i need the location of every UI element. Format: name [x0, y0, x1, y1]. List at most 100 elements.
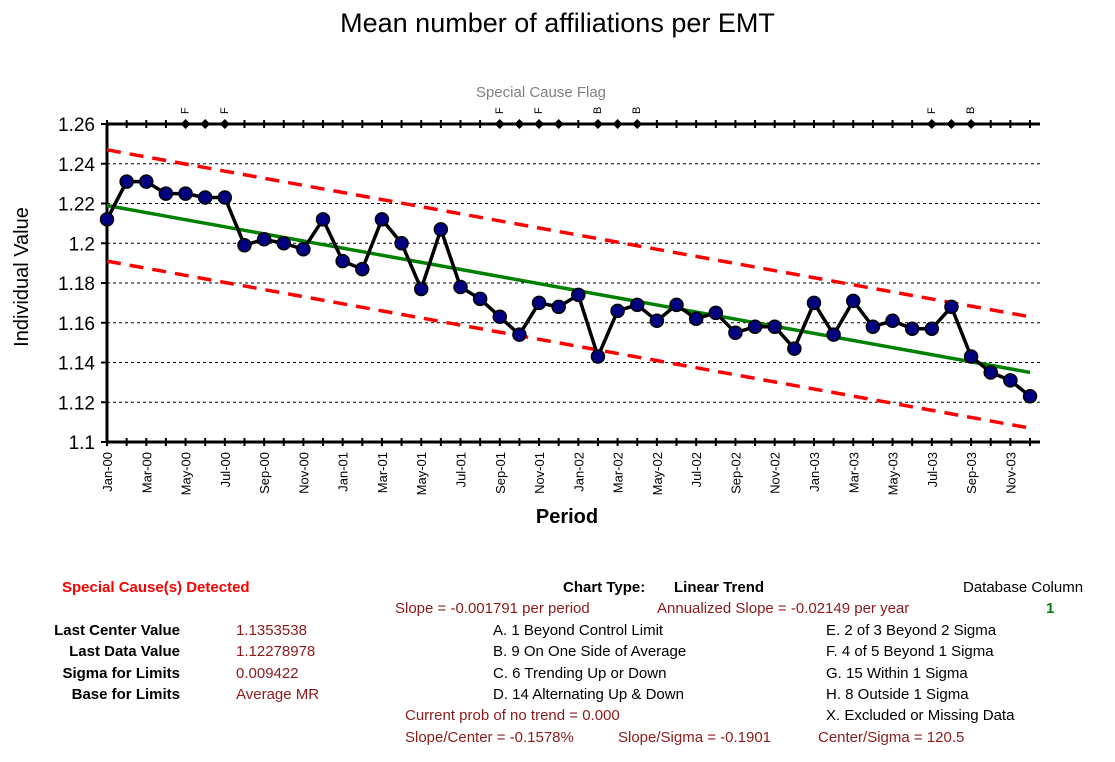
flag-letter: F: [180, 107, 192, 114]
rule-g: G. 15 Within 1 Sigma: [826, 665, 968, 682]
y-tick-label: 1.26: [58, 115, 95, 136]
x-tick-label: Mar-02: [611, 452, 626, 493]
flag-letter: F: [926, 107, 938, 114]
data-point: [610, 303, 625, 319]
x-tick-label: Sep-01: [493, 452, 508, 494]
data-point: [197, 190, 213, 205]
data-point: [983, 365, 998, 380]
last-data-value: 1.12278978: [236, 643, 316, 660]
last-center-value: 1.1353538: [236, 622, 307, 639]
flag-letter: B: [631, 107, 643, 114]
x-tick-label: May-00: [179, 452, 194, 495]
x-axis-title: Period: [536, 506, 598, 528]
x-tick-label: Nov-00: [296, 452, 311, 494]
y-tick-label: 1.16: [58, 314, 95, 335]
special-cause-label: Special Cause(s) Detected: [62, 579, 250, 596]
x-tick-label: Sep-03: [964, 452, 979, 494]
data-point: [708, 305, 724, 321]
data-point: [237, 237, 252, 253]
rule-f: F. 4 of 5 Beyond 1 Sigma: [826, 643, 994, 660]
x-tick-label: Mar-01: [375, 452, 390, 493]
rule-b: B. 9 On One Side of Average: [493, 643, 687, 660]
data-point: [413, 281, 429, 297]
center-sigma: Center/Sigma = 120.5: [818, 729, 965, 746]
flag-marker: [926, 119, 937, 129]
x-tick-label: May-03: [886, 452, 901, 495]
slope-text: Slope = -0.001791 per period: [395, 600, 590, 617]
flag-letter: F: [533, 107, 545, 114]
flag-marker: [946, 119, 957, 129]
flag-marker: [612, 119, 623, 129]
x-tick-label: Nov-02: [768, 452, 783, 494]
data-point: [747, 319, 763, 334]
upper-control-limit: [106, 148, 1031, 319]
data-point: [512, 327, 527, 342]
data-point: [728, 325, 743, 340]
data-point: [158, 186, 174, 201]
x-tick-label: Jul-01: [453, 452, 468, 487]
slope-sigma: Slope/Sigma = -0.1901: [618, 729, 772, 746]
annualized-slope-text: Annualized Slope = -0.02149 per year: [657, 600, 910, 617]
base-label: Base for Limits: [71, 686, 180, 703]
last-center-label: Last Center Value: [54, 622, 180, 639]
center-trend-line: [106, 203, 1031, 375]
data-point: [885, 313, 900, 329]
flag-letter: F: [219, 107, 231, 114]
rule-e: E. 2 of 3 Beyond 2 Sigma: [826, 622, 997, 639]
chart-type-value: Linear Trend: [674, 579, 765, 596]
data-point: [355, 261, 370, 277]
y-axis-title: Individual Value: [11, 207, 33, 347]
prob-no-trend: Current prob of no trend = 0.000: [405, 707, 620, 724]
data-point: [629, 297, 645, 313]
data-point: [453, 279, 468, 295]
control-chart: 1.1 1.12 1.14 1.16 1.18 1.2 1.22 1.24 1.26 F F F F B B…: [11, 84, 1040, 528]
x-tick-label: Sep-02: [728, 452, 743, 494]
data-point: [394, 236, 409, 251]
data-point: [688, 311, 704, 327]
lower-control-limit: [106, 259, 1031, 430]
flag-marker: [514, 119, 525, 129]
flag-marker: [966, 119, 977, 129]
flag-marker: [534, 119, 545, 129]
x-tick-label: Mar-03: [846, 452, 861, 493]
data-point: [924, 321, 940, 336]
special-cause-flag-label: Special Cause Flag: [476, 84, 606, 101]
flag-marker: [219, 119, 230, 129]
data-point: [296, 241, 311, 257]
x-tick-label: Mar-00: [139, 452, 154, 493]
data-point: [374, 212, 390, 227]
rule-x: X. Excluded or Missing Data: [826, 707, 1015, 724]
data-point: [944, 299, 959, 315]
data-point: [865, 319, 881, 334]
x-tick-label: Sep-00: [257, 452, 272, 494]
x-tick-label: May-02: [650, 452, 665, 495]
data-point: [904, 321, 920, 336]
data-point: [119, 174, 134, 189]
data-point: [217, 190, 233, 205]
flag-letter: B: [592, 107, 604, 114]
data-point: [99, 212, 115, 227]
sigma-label: Sigma for Limits: [62, 665, 180, 682]
y-tick-label: 1.24: [58, 155, 95, 176]
rule-d: D. 14 Alternating Up & Down: [493, 686, 684, 703]
y-tick-label: 1.18: [58, 274, 95, 295]
y-tick-label: 1.2: [69, 234, 95, 255]
slope-center: Slope/Center = -0.1578%: [405, 729, 574, 746]
flag-marker: [180, 119, 191, 129]
x-tick-label: Nov-03: [1003, 452, 1018, 494]
last-data-label: Last Data Value: [69, 643, 180, 660]
data-point: [256, 232, 272, 247]
flag-marker: [592, 119, 603, 129]
database-column-label: Database Column: [963, 579, 1084, 596]
data-point: [335, 253, 350, 269]
data-point: [571, 287, 586, 303]
x-tick-label: Jan-00: [100, 452, 115, 492]
flag-letter: F: [494, 107, 506, 114]
x-tick-label: May-01: [414, 452, 429, 495]
chart-title: Mean number of affiliations per EMT: [340, 8, 775, 38]
x-tick-label: Jul-00: [218, 452, 233, 487]
base-value: Average MR: [236, 686, 320, 703]
x-tick-label: Jul-02: [689, 452, 704, 487]
rule-a: A. 1 Beyond Control Limit: [493, 622, 664, 639]
data-point: [531, 295, 547, 311]
